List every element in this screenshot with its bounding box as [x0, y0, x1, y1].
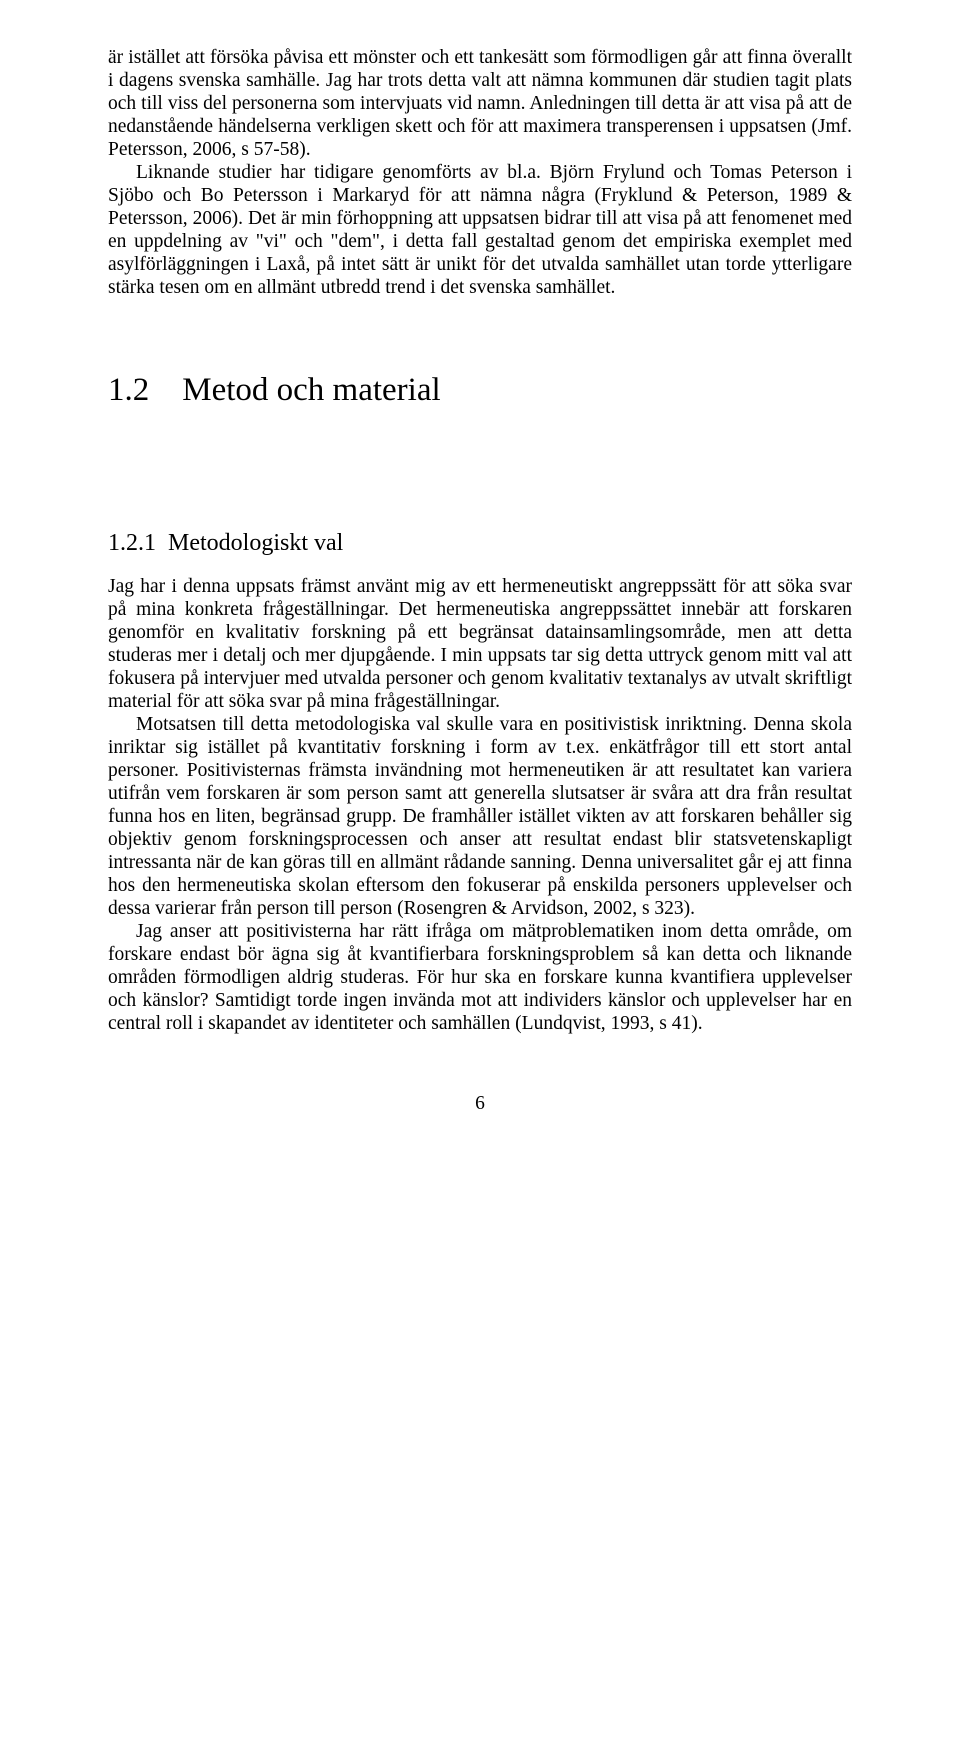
- body-paragraph-5: Jag anser att positivisterna har rätt if…: [108, 920, 852, 1035]
- section-heading-1-2: 1.2 Metod och material: [108, 371, 852, 411]
- page-container: är istället att försöka påvisa ett mönst…: [0, 0, 960, 1165]
- subsection-heading-1-2-1: 1.2.1 Metodologiskt val: [108, 529, 852, 558]
- body-paragraph-4: Motsatsen till detta metodologiska val s…: [108, 713, 852, 920]
- body-paragraph-2: Liknande studier har tidigare genomförts…: [108, 161, 852, 299]
- body-paragraph-3: Jag har i denna uppsats främst använt mi…: [108, 575, 852, 713]
- page-number: 6: [108, 1093, 852, 1115]
- body-paragraph-1: är istället att försöka påvisa ett mönst…: [108, 46, 852, 161]
